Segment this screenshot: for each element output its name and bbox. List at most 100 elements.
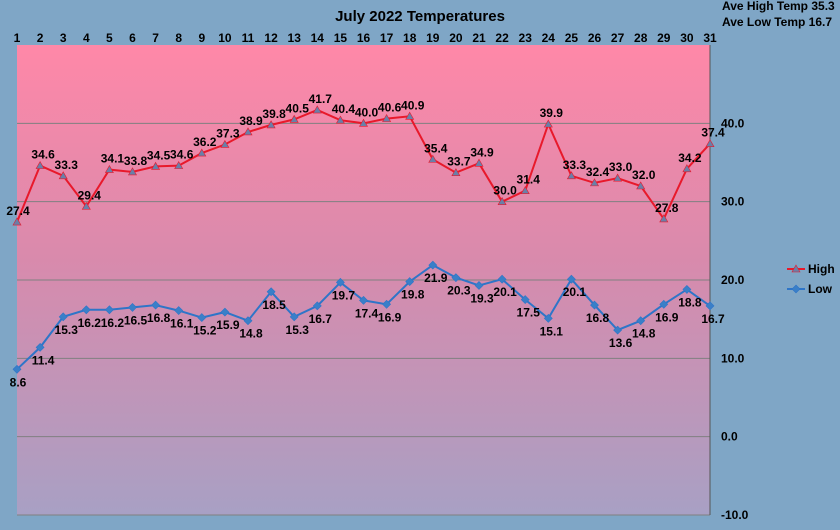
low-point (543, 313, 553, 323)
high-point (289, 114, 299, 123)
low-point (81, 305, 91, 315)
high-point (682, 164, 692, 173)
high-point (58, 171, 68, 180)
y-tick-label: -10.0 (721, 508, 749, 522)
high-point (174, 161, 184, 169)
x-tick-label: 3 (60, 31, 67, 45)
x-tick-label: 24 (542, 31, 556, 45)
y-tick-label: 0.0 (721, 430, 738, 444)
low-point (497, 274, 507, 284)
data-label-high: 34.9 (470, 145, 494, 159)
y-tick-label: 10.0 (721, 351, 745, 365)
data-label-low: 18.5 (262, 298, 286, 312)
low-point (174, 306, 184, 315)
data-label-high: 32.4 (586, 165, 610, 179)
data-label-high: 32.0 (632, 168, 656, 182)
high-point (497, 197, 507, 205)
x-tick-label: 17 (380, 31, 394, 45)
x-tick-label: 20 (449, 31, 463, 45)
data-label-low: 16.5 (124, 313, 148, 327)
high-point (636, 181, 646, 190)
y-tick-label: 40.0 (721, 116, 745, 130)
legend: High Low (787, 262, 835, 296)
x-tick-label: 21 (472, 31, 486, 45)
low-point (128, 302, 137, 312)
chart-title: July 2022 Temperatures (335, 8, 505, 25)
x-tick-label: 15 (334, 31, 348, 45)
high-point (613, 173, 623, 182)
x-tick-label: 12 (264, 31, 278, 45)
data-label-high: 37.4 (701, 126, 725, 140)
high-point (543, 119, 553, 128)
low-point (613, 325, 623, 335)
legend-item-high: High (787, 262, 835, 276)
low-point (659, 299, 669, 309)
data-label-low: 16.8 (147, 311, 171, 325)
data-label-high: 30.0 (493, 184, 517, 198)
data-label-low: 16.2 (78, 316, 102, 330)
x-tick-label: 22 (495, 31, 509, 45)
data-label-low: 20.1 (493, 285, 517, 299)
low-point (566, 274, 576, 284)
x-tick-label: 14 (311, 31, 325, 45)
low-point (58, 312, 68, 322)
x-tick-label: 30 (680, 31, 694, 45)
x-tick-label: 10 (218, 31, 232, 45)
low-point (590, 300, 599, 310)
high-point (151, 161, 161, 170)
data-label-high: 40.5 (286, 101, 310, 115)
data-label-low: 19.3 (470, 291, 494, 305)
data-label-low: 21.9 (424, 271, 448, 285)
high-point (243, 127, 253, 136)
x-tick-label: 31 (703, 31, 717, 45)
x-tick-label: 6 (129, 31, 136, 45)
x-tick-label: 13 (288, 31, 302, 45)
high-point (312, 105, 322, 114)
low-point (520, 295, 530, 305)
data-label-low: 11.4 (32, 353, 55, 367)
data-label-low: 15.2 (193, 324, 217, 338)
low-point (151, 300, 161, 310)
data-label-low: 8.6 (10, 375, 27, 389)
low-point (382, 299, 392, 309)
high-point (104, 164, 114, 173)
high-point (474, 158, 484, 167)
data-label-high: 40.9 (401, 98, 425, 112)
low-point (312, 301, 322, 311)
low-point (705, 301, 715, 311)
data-label-low: 16.7 (701, 312, 725, 326)
legend-item-low: Low (787, 282, 833, 296)
data-label-high: 34.6 (31, 148, 55, 162)
data-label-low: 19.7 (332, 288, 356, 302)
low-point (35, 342, 45, 352)
x-tick-label: 26 (588, 31, 602, 45)
low-point (197, 313, 207, 323)
data-label-high: 38.9 (239, 114, 263, 128)
high-point (520, 186, 530, 194)
x-tick-label: 25 (565, 31, 579, 45)
y-tick-label: 30.0 (721, 195, 745, 209)
data-label-low: 16.8 (586, 311, 610, 325)
x-tick-label: 2 (37, 31, 44, 45)
low-point (220, 307, 230, 317)
x-tick-label: 1 (14, 31, 21, 45)
data-label-low: 14.8 (632, 327, 656, 341)
high-point (589, 178, 600, 187)
high-point (451, 168, 461, 176)
x-tick-label: 11 (242, 31, 255, 45)
data-label-high: 39.8 (262, 107, 286, 121)
low-point (12, 364, 22, 374)
series-layer (12, 105, 715, 374)
high-point (659, 214, 669, 223)
x-tick-label: 7 (152, 31, 159, 45)
high-point (197, 148, 207, 157)
legend-low-label: Low (808, 282, 833, 296)
low-point (451, 273, 461, 283)
low-point (428, 260, 438, 270)
data-label-low: 20.3 (447, 284, 471, 298)
data-label-high: 41.7 (309, 92, 333, 106)
data-label-low: 15.3 (286, 323, 310, 337)
data-label-low: 17.4 (355, 306, 379, 320)
